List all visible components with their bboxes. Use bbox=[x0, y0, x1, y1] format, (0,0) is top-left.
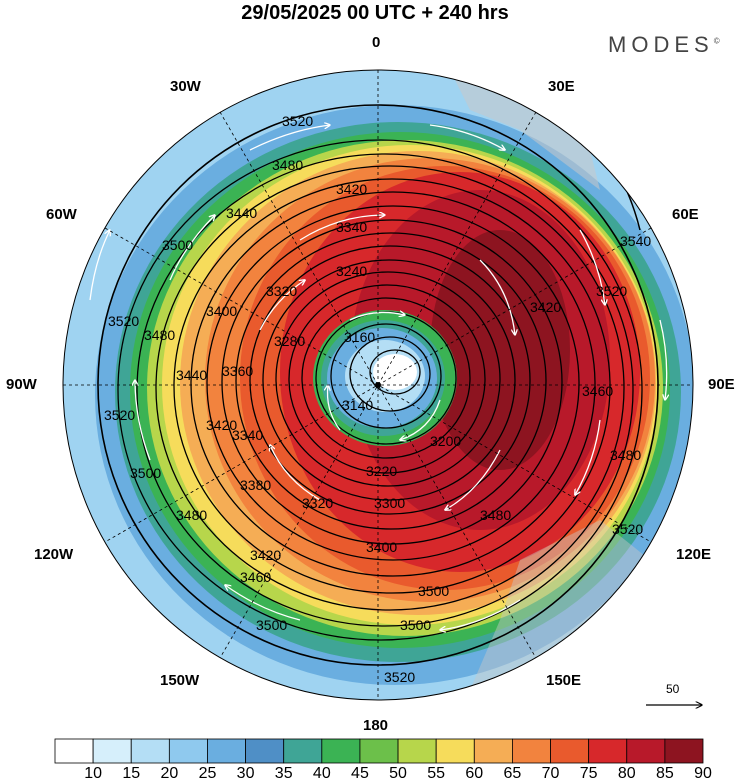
map-boundary bbox=[62, 69, 694, 701]
colorbar-tick-label: 65 bbox=[503, 765, 522, 782]
contour-label: 3500 bbox=[400, 617, 431, 633]
contour-label: 3400 bbox=[206, 303, 237, 319]
colorbar-swatch bbox=[473, 738, 513, 764]
colorbar-swatch bbox=[168, 738, 208, 764]
colorbar-swatch bbox=[359, 738, 399, 764]
contour-label: 3200 bbox=[430, 433, 461, 449]
colorbar-tick-label: 60 bbox=[465, 765, 484, 782]
reference-vector-label: 50 bbox=[666, 682, 680, 696]
contour-label: 3440 bbox=[226, 205, 257, 221]
contour-label: 3480 bbox=[176, 507, 207, 523]
contour-label: 3480 bbox=[480, 507, 511, 523]
contour-label: 3280 bbox=[274, 333, 305, 349]
colorbar-swatch bbox=[92, 738, 132, 764]
contour-labels: 3520 3480 3420 3440 3340 3240 3160 3140 … bbox=[104, 113, 651, 685]
colorbar-swatch bbox=[321, 738, 361, 764]
lon-label-180: 180 bbox=[363, 717, 389, 734]
colorbar-tick-label: 70 bbox=[541, 765, 560, 782]
contour-label: 3500 bbox=[418, 583, 449, 599]
lon-label-150w: 150W bbox=[160, 672, 200, 689]
contour-label: 3340 bbox=[232, 427, 263, 443]
contour-label: 3460 bbox=[240, 569, 271, 585]
colorbar-swatch bbox=[550, 738, 590, 764]
wind-flow-arrows bbox=[89, 125, 667, 695]
north-pole-marker bbox=[375, 382, 381, 388]
map-title: 29/05/2025 00 UTC + 240 hrs bbox=[241, 2, 509, 24]
colorbar-swatch bbox=[435, 738, 475, 764]
contour-label: 3460 bbox=[582, 383, 613, 399]
contour-label: 3300 bbox=[374, 495, 405, 511]
contour-label: 3420 bbox=[250, 547, 281, 563]
contour-label: 3360 bbox=[222, 363, 253, 379]
lon-label-90e: 90E bbox=[708, 376, 735, 393]
colorbar-swatch bbox=[130, 738, 170, 764]
contour-label: 3480 bbox=[272, 157, 303, 173]
colorbar-tick-label: 25 bbox=[198, 765, 217, 782]
contour-label: 3520 bbox=[108, 313, 139, 329]
contour-label: 3320 bbox=[266, 283, 297, 299]
colorbar-swatch bbox=[664, 738, 704, 764]
colorbar-swatch bbox=[588, 738, 628, 764]
lon-label-120w: 120W bbox=[34, 546, 74, 563]
colorbar-swatch bbox=[397, 738, 437, 764]
colorbar-tick-label: 10 bbox=[84, 765, 103, 782]
contour-label: 3240 bbox=[336, 263, 367, 279]
colorbar-swatch bbox=[512, 738, 551, 764]
contour-label: 3160 bbox=[344, 329, 375, 345]
lon-label-90w: 90W bbox=[6, 376, 37, 393]
contour-label: 3420 bbox=[336, 181, 367, 197]
contour-label: 3520 bbox=[104, 407, 135, 423]
contour-label: 3520 bbox=[612, 521, 643, 537]
brand-name: MODES bbox=[608, 32, 714, 57]
contour-label: 3380 bbox=[240, 477, 271, 493]
lon-label-60e: 60E bbox=[672, 206, 699, 223]
colorbar-tick-label: 50 bbox=[389, 765, 407, 782]
contour-label: 3500 bbox=[162, 237, 193, 253]
colorbar-tick-label: 75 bbox=[579, 765, 598, 782]
colorbar-tick-label: 20 bbox=[160, 765, 179, 782]
colorbar-tick-label: 30 bbox=[236, 765, 255, 782]
colorbar-tick-label: 85 bbox=[655, 765, 674, 782]
contour-label: 3440 bbox=[176, 367, 207, 383]
contour-label: 3520 bbox=[282, 113, 313, 129]
contour-label: 3220 bbox=[366, 463, 397, 479]
colorbar-swatch bbox=[54, 738, 94, 764]
colorbar-swatch bbox=[245, 738, 285, 764]
contour-label: 3520 bbox=[384, 669, 415, 685]
contour-label: 3540 bbox=[620, 233, 651, 249]
contour-label: 3400 bbox=[366, 539, 397, 555]
colorbar-tick-label: 15 bbox=[122, 765, 141, 782]
contour-label: 3480 bbox=[610, 447, 641, 463]
colorbar-tick-label: 40 bbox=[312, 765, 331, 782]
lon-label-120e: 120E bbox=[676, 546, 712, 563]
reference-vector-arrow bbox=[646, 682, 710, 712]
colorbar bbox=[54, 738, 704, 764]
brand-mark: © bbox=[713, 36, 720, 46]
lon-label-0: 0 bbox=[372, 34, 381, 51]
lon-label-60w: 60W bbox=[46, 206, 77, 223]
contour-label: 3420 bbox=[206, 417, 237, 433]
polar-map: 3520 3480 3420 3440 3340 3240 3160 3140 … bbox=[62, 69, 694, 701]
contour-label: 3500 bbox=[256, 617, 287, 633]
colorbar-swatch bbox=[626, 738, 666, 764]
lon-label-30w: 30W bbox=[170, 78, 201, 95]
colorbar-tick-label: 90 bbox=[694, 765, 712, 782]
contour-label: 3140 bbox=[342, 397, 373, 413]
colorbar-tick-label: 45 bbox=[351, 765, 369, 782]
contour-label: 3420 bbox=[530, 299, 561, 315]
lon-label-30e: 30E bbox=[548, 78, 575, 95]
colorbar-tick-label: 35 bbox=[274, 765, 293, 782]
contour-label: 3340 bbox=[336, 219, 367, 235]
contour-label: 3480 bbox=[144, 327, 175, 343]
contour-label: 3500 bbox=[130, 465, 161, 481]
colorbar-swatch bbox=[207, 738, 246, 764]
colorbar-tick-label: 55 bbox=[427, 765, 446, 782]
colorbar-swatch bbox=[283, 738, 323, 764]
lon-label-150e: 150E bbox=[546, 672, 582, 689]
contour-label: 3520 bbox=[596, 283, 627, 299]
brand-logo: MODES© bbox=[608, 32, 720, 58]
contour-label: 3320 bbox=[302, 495, 333, 511]
colorbar-tick-label: 80 bbox=[617, 765, 636, 782]
